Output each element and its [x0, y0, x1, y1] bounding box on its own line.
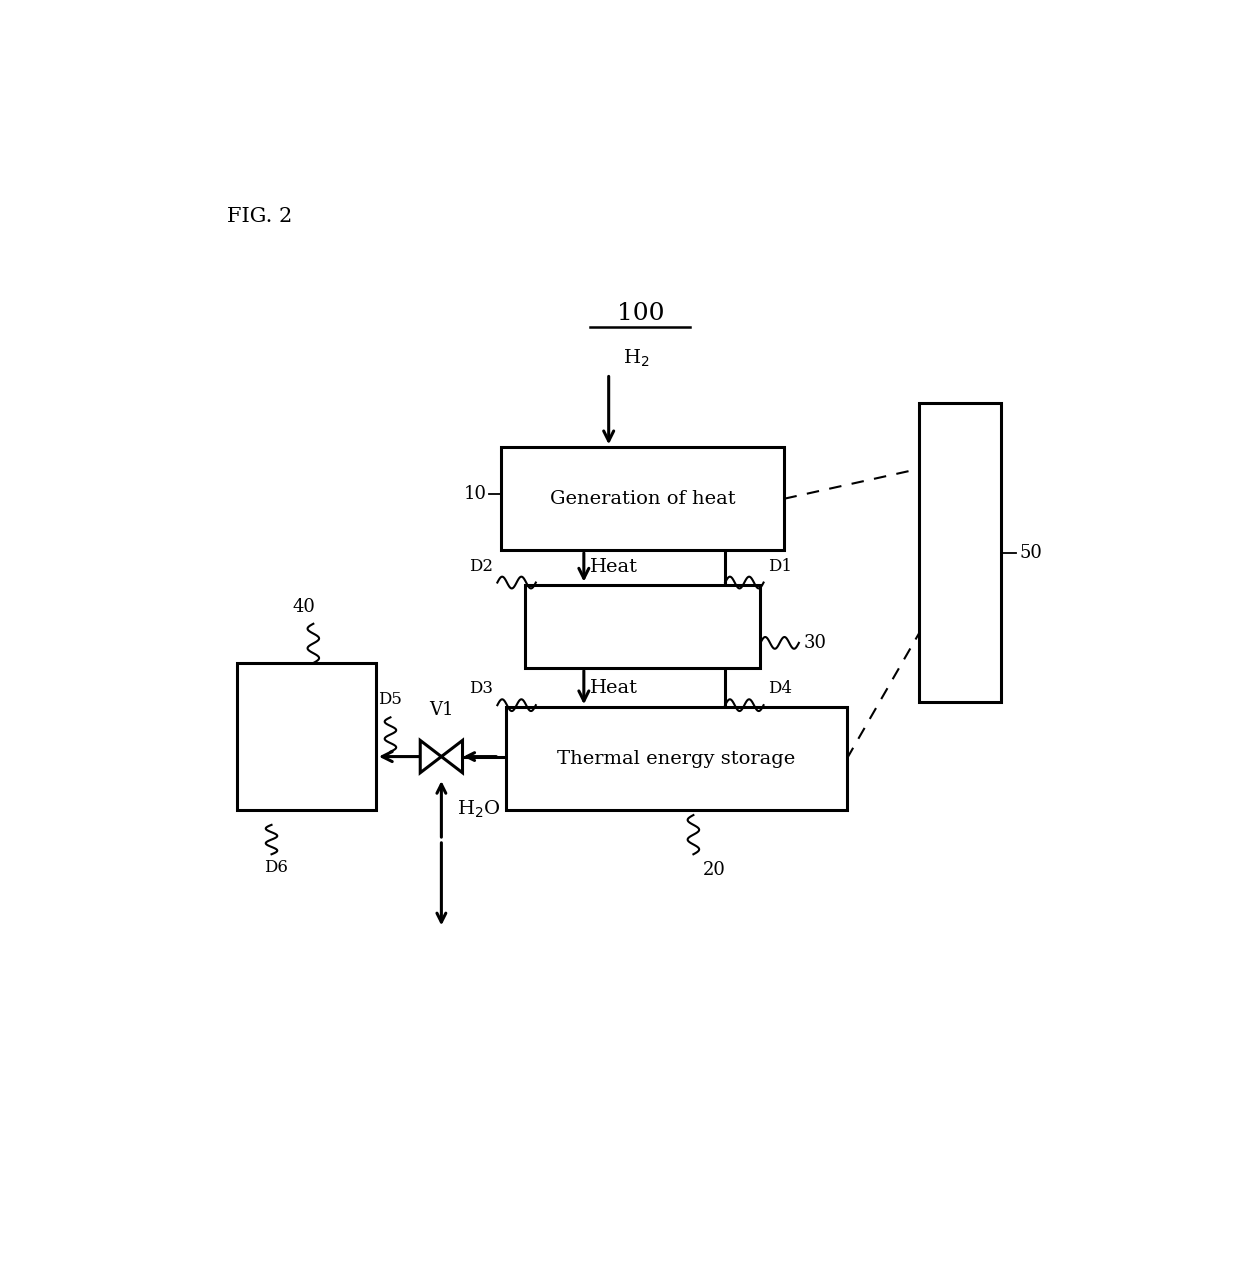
Text: D1: D1 [769, 558, 792, 575]
Text: 100: 100 [616, 302, 665, 325]
Text: H$_2$O: H$_2$O [456, 799, 500, 819]
Text: FIG. 2: FIG. 2 [227, 206, 293, 225]
Polygon shape [441, 740, 463, 773]
Text: 40: 40 [293, 598, 315, 615]
Text: Generation of heat: Generation of heat [549, 489, 735, 507]
Text: D4: D4 [769, 680, 792, 697]
Bar [237, 662, 376, 810]
Text: D6: D6 [264, 859, 288, 877]
Text: H$_2$: H$_2$ [624, 348, 650, 368]
Text: 20: 20 [703, 861, 725, 879]
Bar [919, 403, 1001, 702]
Text: D3: D3 [469, 680, 492, 697]
Text: 50: 50 [1019, 544, 1043, 562]
Text: 10: 10 [464, 484, 486, 502]
Text: D5: D5 [378, 691, 403, 707]
Bar [525, 585, 760, 668]
Bar [506, 707, 847, 810]
Text: Heat: Heat [589, 679, 637, 697]
Text: V1: V1 [429, 701, 454, 720]
Text: Heat: Heat [589, 558, 637, 576]
Text: 30: 30 [804, 634, 827, 652]
Bar [501, 447, 785, 550]
Text: D2: D2 [469, 558, 492, 575]
Polygon shape [420, 740, 441, 773]
Text: Thermal energy storage: Thermal energy storage [557, 749, 796, 768]
